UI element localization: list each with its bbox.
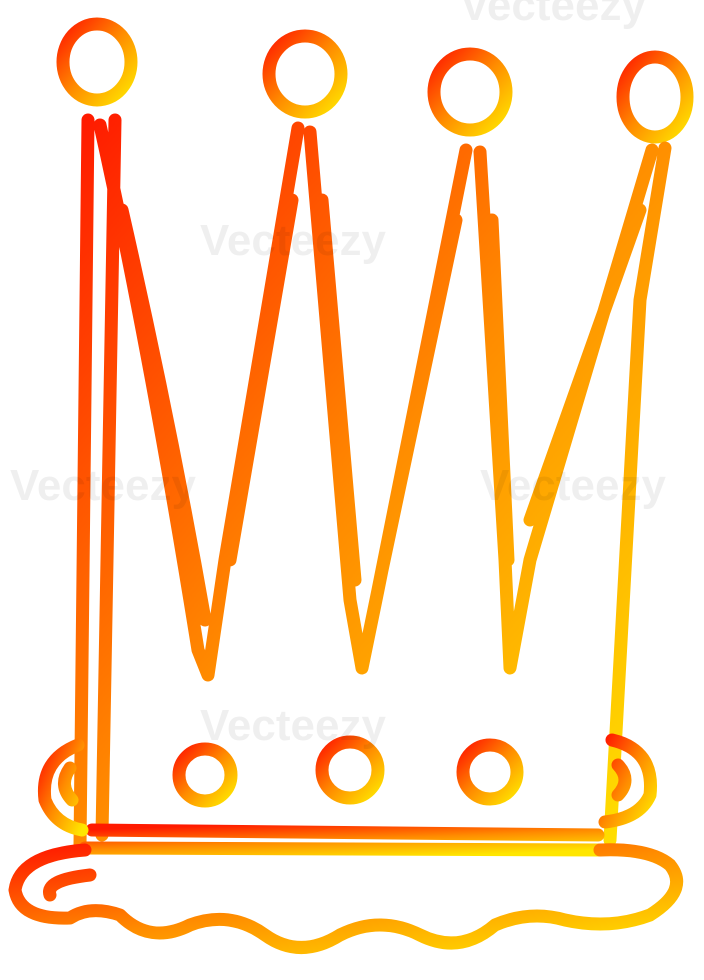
watermark: Vecteezy xyxy=(460,0,646,30)
side-bump xyxy=(598,733,658,829)
watermark: Vecteezy xyxy=(480,461,666,510)
crown-base xyxy=(8,843,684,954)
jewel xyxy=(56,17,138,107)
watermark: Vecteezy xyxy=(10,461,196,510)
jewel xyxy=(616,50,694,144)
gem xyxy=(456,738,524,806)
jewel xyxy=(427,47,513,137)
watermark: Vecteezy xyxy=(200,216,386,265)
crown-band xyxy=(78,823,607,857)
watermark: Vecteezy xyxy=(200,701,386,750)
crown-body xyxy=(73,113,672,852)
side-bump xyxy=(37,738,89,837)
gem xyxy=(172,742,238,808)
gem xyxy=(315,735,385,805)
crown xyxy=(8,17,694,954)
jewel xyxy=(262,29,348,119)
watermarks: Vecteezy Vecteezy Vecteezy Vecteezy Vect… xyxy=(10,0,666,750)
